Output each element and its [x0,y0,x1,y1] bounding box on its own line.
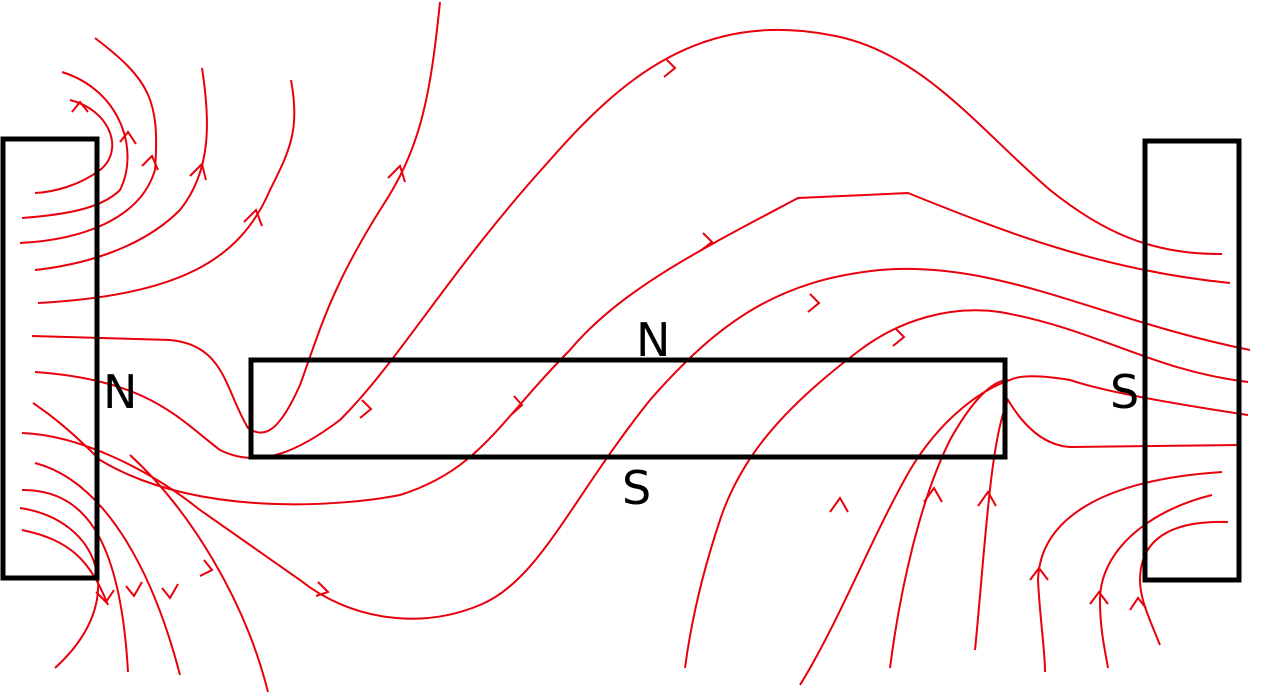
field-line [34,67,208,271]
field-line [1138,520,1229,646]
field-line [21,268,1251,620]
arrowhead [892,327,906,347]
field-line [889,379,1009,669]
arrowhead [71,100,89,113]
arrowhead [511,395,524,415]
arrowhead [315,581,330,597]
arrowhead [829,496,849,513]
arrowhead [977,490,997,507]
field-line [34,99,114,194]
arrowhead [387,164,406,183]
pole-label: N [103,365,137,419]
arrowhead [243,208,263,227]
center-magnet [248,357,1008,460]
pole-label: S [1110,365,1139,419]
field-line [21,489,129,673]
field-line [34,462,181,676]
arrowhead [189,162,207,181]
arrowhead [923,486,943,503]
pole-label: N [636,313,670,367]
arrowhead [1089,590,1109,605]
field-line [19,37,158,244]
arrowhead [1129,596,1147,611]
field-line [37,79,296,304]
field-line [21,529,109,606]
field-line [32,191,1231,506]
right-magnet [1142,138,1242,583]
arrowhead [161,583,179,600]
arrowheads [71,58,1147,611]
arrowhead [663,58,677,78]
left-magnet [0,136,100,581]
arrowhead [125,581,143,598]
arrowhead [119,130,137,145]
field-line [799,375,1249,686]
arrowhead [807,293,821,313]
arrowhead [359,399,373,419]
field-line [129,454,269,693]
arrowhead [95,589,115,604]
field-line [974,397,1241,651]
field-line [1098,494,1213,669]
field-line [34,28,1223,459]
arrowhead [699,232,714,252]
arrowhead [141,154,159,171]
field-lines [19,1,1251,693]
pole-label: S [622,461,651,515]
field-line [31,1,441,434]
field-line [1036,471,1223,673]
field-line [684,309,1249,669]
arrowhead [199,559,214,577]
field-line [21,71,129,219]
arrowhead [1029,566,1049,581]
